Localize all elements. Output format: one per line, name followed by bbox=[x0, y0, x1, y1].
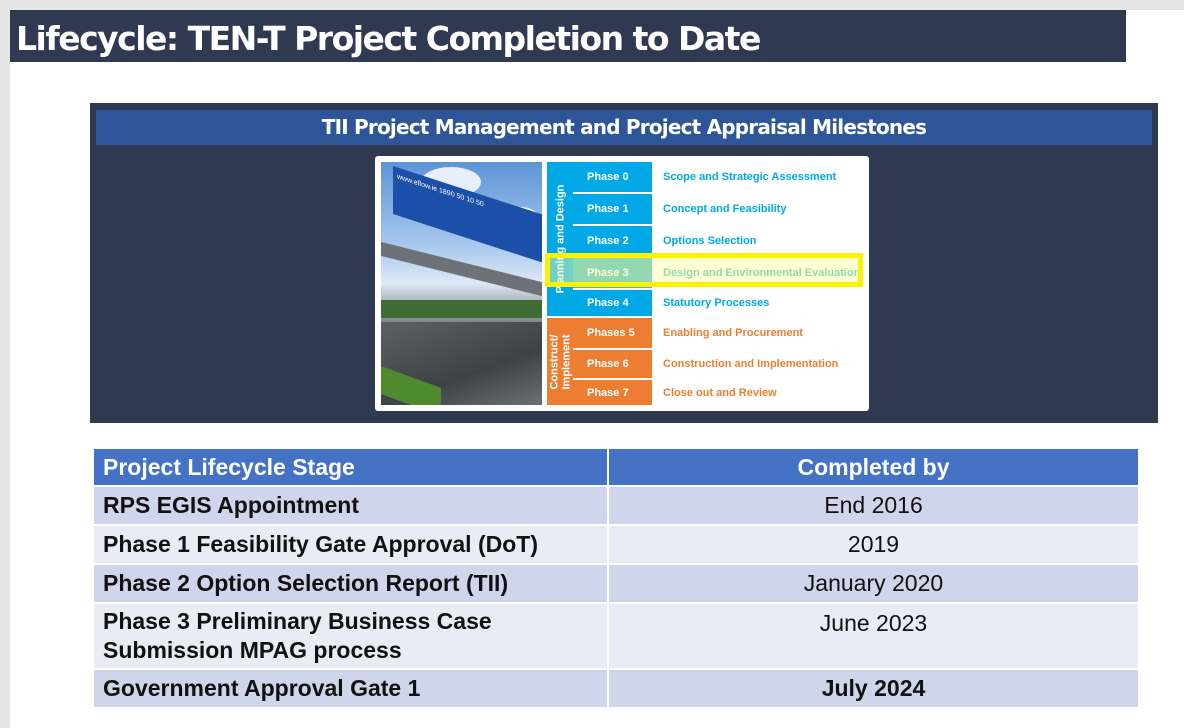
phase-label: Phase 2 bbox=[573, 226, 652, 256]
phase-description: Scope and Strategic Assessment bbox=[663, 171, 837, 183]
stage-cell: Phase 1 Feasibility Gate Approval (DoT) bbox=[94, 526, 607, 563]
panel-title: TII Project Management and Project Appra… bbox=[96, 110, 1152, 145]
phase-description: Statutory Processes bbox=[663, 297, 770, 309]
completed-cell: January 2020 bbox=[607, 565, 1138, 602]
table-row: Phase 2 Option Selection Report (TII) Jan… bbox=[94, 565, 1138, 602]
phase-diagram: www.eflow.ie 1890 50 10 50 Planning and … bbox=[375, 156, 869, 411]
table-row: RPS EGIS Appointment End 2016 bbox=[94, 487, 1138, 524]
phase-description: Design and Environmental Evaluation bbox=[663, 267, 861, 279]
completed-cell: June 2023 bbox=[607, 604, 1138, 668]
phase-description: Options Selection bbox=[663, 235, 757, 247]
table-row: Phase 1 Feasibility Gate Approval (DoT) 2… bbox=[94, 526, 1138, 563]
group-planning-design: Planning and Design bbox=[547, 162, 573, 316]
phase-label: Phases 5 bbox=[573, 318, 652, 348]
table-row: Government Approval Gate 1 July 2024 bbox=[94, 670, 1138, 707]
phase-description: Enabling and Procurement bbox=[663, 327, 803, 339]
completed-cell: End 2016 bbox=[607, 487, 1138, 524]
completed-cell: July 2024 bbox=[607, 670, 1138, 707]
slide-title: Lifecycle: TEN-T Project Completion to D… bbox=[10, 10, 1126, 62]
top-strip bbox=[0, 0, 1184, 10]
completed-cell: 2019 bbox=[607, 526, 1138, 563]
left-strip bbox=[0, 0, 10, 728]
header-completed-by: Completed by bbox=[607, 449, 1138, 485]
table-header-row: Project Lifecycle Stage Completed by bbox=[94, 449, 1138, 485]
phase-description: Close out and Review bbox=[663, 386, 777, 399]
phase-label: Phase 4 bbox=[573, 290, 652, 316]
milestones-panel: TII Project Management and Project Appra… bbox=[90, 103, 1158, 423]
lifecycle-table: Project Lifecycle Stage Completed by RPS… bbox=[94, 447, 1138, 709]
phase-description: Construction and Implementation bbox=[663, 358, 839, 370]
stage-cell: Phase 2 Option Selection Report (TII) bbox=[94, 565, 607, 602]
phase-label: Phase 7 bbox=[573, 380, 652, 405]
stage-cell: Government Approval Gate 1 bbox=[94, 670, 607, 707]
phase-description: Concept and Feasibility bbox=[663, 203, 787, 215]
phase-label: Phase 1 bbox=[573, 194, 652, 224]
header-stage: Project Lifecycle Stage bbox=[94, 449, 607, 485]
stage-cell: RPS EGIS Appointment bbox=[94, 487, 607, 524]
phase-3-highlight bbox=[545, 253, 863, 287]
motorway-photo: www.eflow.ie 1890 50 10 50 bbox=[381, 162, 542, 405]
group-construct-implement: Construct/ Implement bbox=[547, 318, 573, 405]
phase-label: Phase 0 bbox=[573, 162, 652, 192]
phase-label: Phase 6 bbox=[573, 350, 652, 378]
stage-cell: Phase 3 Preliminary Business Case Submis… bbox=[94, 604, 607, 668]
group-label: Construct/ Implement bbox=[548, 333, 573, 390]
table-row: Phase 3 Preliminary Business Case Submis… bbox=[94, 604, 1138, 668]
